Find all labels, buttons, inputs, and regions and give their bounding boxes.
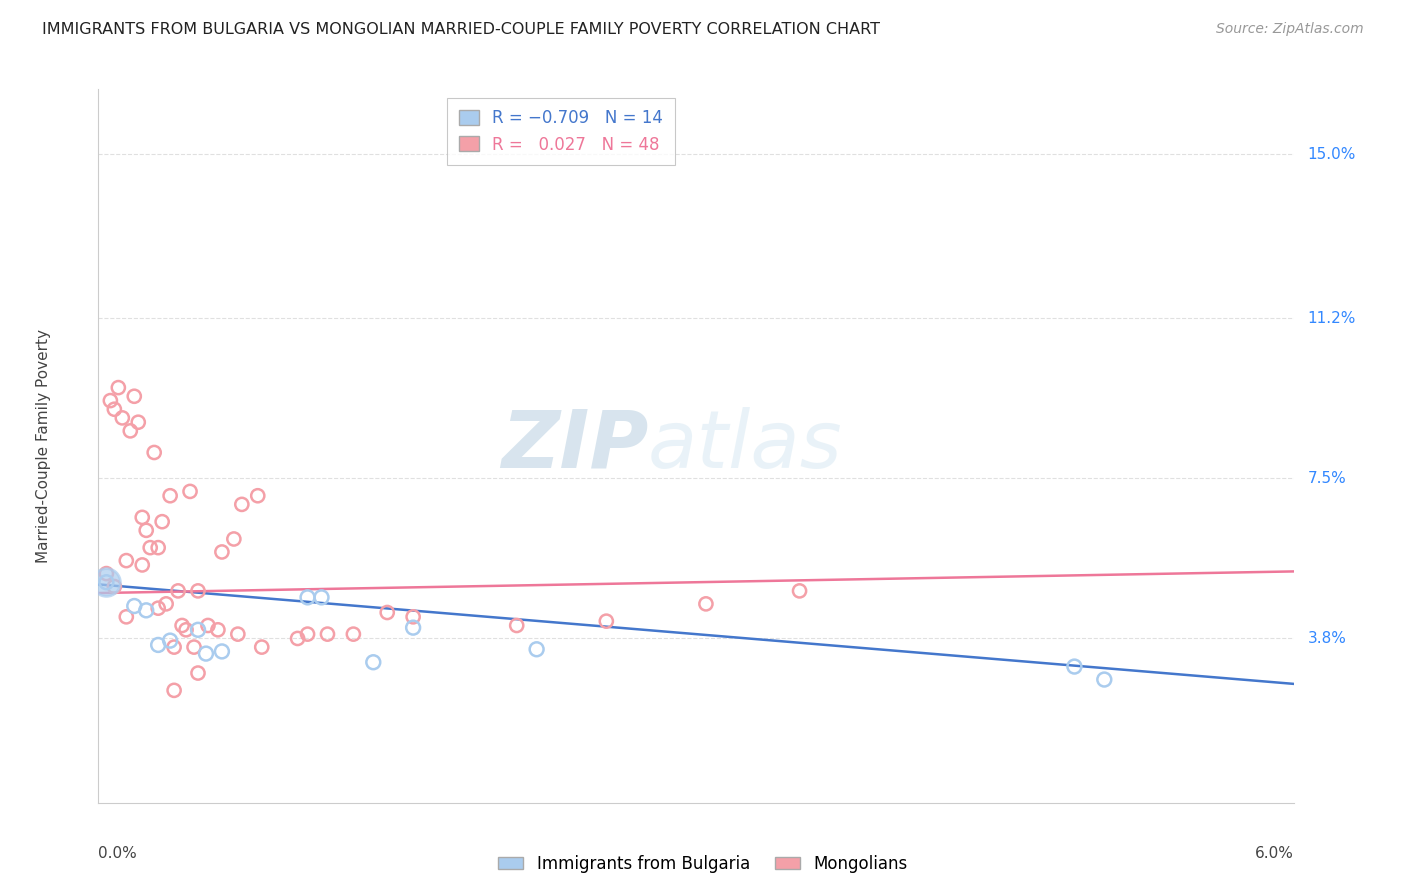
Point	[183, 640, 205, 654]
Point	[297, 591, 319, 605]
Point	[222, 532, 245, 546]
Point	[179, 484, 201, 499]
Text: 6.0%: 6.0%	[1254, 846, 1294, 861]
Point	[139, 541, 162, 555]
Point	[135, 524, 157, 538]
Point	[96, 566, 118, 581]
Text: Source: ZipAtlas.com: Source: ZipAtlas.com	[1216, 22, 1364, 37]
Point	[96, 575, 118, 590]
Text: atlas: atlas	[648, 407, 844, 485]
Text: 0.0%: 0.0%	[98, 846, 138, 861]
Point	[124, 599, 146, 613]
Point	[155, 597, 177, 611]
Point	[115, 553, 138, 567]
Text: IMMIGRANTS FROM BULGARIA VS MONGOLIAN MARRIED-COUPLE FAMILY POVERTY CORRELATION : IMMIGRANTS FROM BULGARIA VS MONGOLIAN MA…	[42, 22, 880, 37]
Point	[207, 623, 229, 637]
Point	[163, 640, 186, 654]
Point	[363, 655, 385, 669]
Point	[107, 381, 129, 395]
Point	[96, 575, 118, 590]
Text: ZIP: ZIP	[501, 407, 648, 485]
Point	[789, 583, 811, 598]
Point	[167, 583, 190, 598]
Point	[187, 623, 209, 637]
Point	[402, 621, 425, 635]
Text: 15.0%: 15.0%	[1308, 146, 1355, 161]
Point	[342, 627, 364, 641]
Point	[197, 618, 219, 632]
Point	[211, 644, 233, 658]
Point	[159, 489, 181, 503]
Point	[150, 515, 173, 529]
Point	[187, 583, 209, 598]
Point	[103, 402, 125, 417]
Point	[226, 627, 249, 641]
Text: 3.8%: 3.8%	[1308, 631, 1347, 646]
Point	[506, 618, 529, 632]
Point	[148, 541, 170, 555]
Point	[1063, 659, 1085, 673]
Point	[120, 424, 142, 438]
Point	[98, 393, 122, 408]
Point	[159, 633, 181, 648]
Point	[187, 666, 209, 681]
Point	[148, 638, 170, 652]
Point	[174, 623, 197, 637]
Point	[131, 558, 153, 572]
Point	[195, 647, 218, 661]
Point	[127, 415, 149, 429]
Legend: R = −0.709   N = 14, R =   0.027   N = 48: R = −0.709 N = 14, R = 0.027 N = 48	[447, 97, 675, 165]
Point	[311, 591, 333, 605]
Point	[111, 410, 134, 425]
Point	[148, 601, 170, 615]
Text: 11.2%: 11.2%	[1308, 311, 1355, 326]
Point	[246, 489, 269, 503]
Point	[695, 597, 717, 611]
Point	[143, 445, 166, 459]
Point	[526, 642, 548, 657]
Point	[402, 610, 425, 624]
Point	[316, 627, 339, 641]
Point	[115, 610, 138, 624]
Text: Married-Couple Family Poverty: Married-Couple Family Poverty	[35, 329, 51, 563]
Point	[131, 510, 153, 524]
Point	[250, 640, 273, 654]
Point	[163, 683, 186, 698]
Point	[375, 606, 398, 620]
Point	[1092, 673, 1115, 687]
Text: 7.5%: 7.5%	[1308, 471, 1346, 486]
Point	[211, 545, 233, 559]
Point	[135, 603, 157, 617]
Point	[231, 497, 253, 511]
Point	[103, 580, 125, 594]
Legend: Immigrants from Bulgaria, Mongolians: Immigrants from Bulgaria, Mongolians	[492, 848, 914, 880]
Point	[297, 627, 319, 641]
Point	[595, 614, 617, 628]
Point	[287, 632, 309, 646]
Point	[172, 618, 194, 632]
Point	[124, 389, 146, 403]
